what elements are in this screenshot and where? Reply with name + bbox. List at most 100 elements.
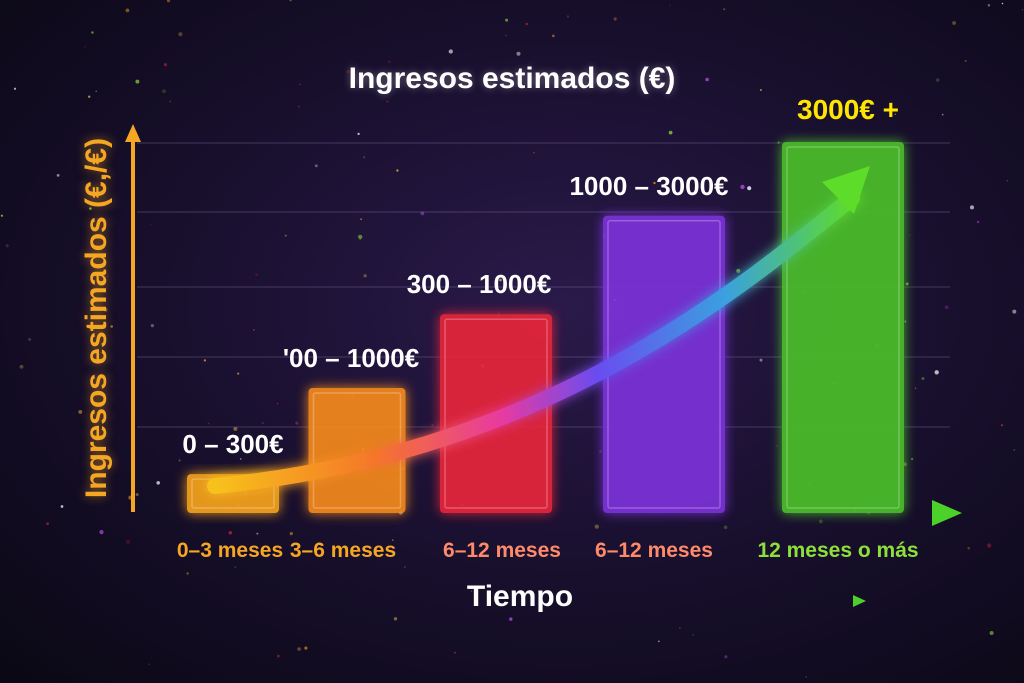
sparkle <box>149 224 152 226</box>
sparkle <box>776 445 778 447</box>
sparkle <box>396 169 399 172</box>
sparkle <box>106 275 109 278</box>
sparkle <box>46 522 49 526</box>
sparkle <box>228 531 233 535</box>
y-axis-arrowhead <box>125 124 141 142</box>
sparkle <box>56 174 60 177</box>
trend-arrowhead <box>822 166 870 214</box>
x-axis-arrowhead <box>932 500 962 526</box>
sparkle <box>91 31 94 34</box>
sparkle <box>987 543 992 548</box>
sparkle <box>944 305 949 310</box>
sparkle <box>668 130 673 135</box>
sparkle <box>135 492 139 497</box>
chart-title: Ingresos estimados (€) <box>348 62 676 95</box>
trend-arrow <box>207 190 860 494</box>
sparkle <box>289 531 293 536</box>
sparkle <box>162 89 166 94</box>
bar-highlight <box>444 318 548 509</box>
sparkle <box>533 151 535 154</box>
sparkle <box>277 654 280 658</box>
sparkle <box>505 18 509 22</box>
sparkle <box>60 505 64 508</box>
sparkle <box>941 113 944 116</box>
sparkle <box>28 338 31 341</box>
sparkle <box>509 617 513 621</box>
data-label-3: 300 – 1000€ <box>407 269 552 299</box>
sparkle <box>540 287 542 289</box>
bar-highlight <box>786 146 900 509</box>
sparkle <box>976 220 980 224</box>
sparkle <box>692 633 694 636</box>
sparkle <box>1021 9 1024 11</box>
sparkle <box>499 278 502 282</box>
sparkle <box>89 207 92 210</box>
sparkle <box>84 45 86 48</box>
sparkle <box>594 524 599 529</box>
sparkle <box>295 421 299 425</box>
x-tick-label-3: 6–12 meses <box>443 539 561 562</box>
sparkle <box>178 32 183 37</box>
sparkle <box>525 22 529 26</box>
sparkle <box>777 141 780 144</box>
sparkle <box>914 387 917 389</box>
sparkle <box>740 184 745 190</box>
sparkle <box>99 530 104 535</box>
x-tick-label-5: 12 meses o más <box>757 539 918 562</box>
sparkle <box>420 211 425 216</box>
x-tick-labels: 0–3 meses 3–6 meses 6–12 meses 6–12 meses 12… <box>177 539 919 562</box>
sparkle <box>125 8 130 13</box>
sparkle <box>427 76 431 81</box>
sparkle <box>253 329 255 331</box>
sparkle <box>504 34 507 37</box>
sparkle <box>934 370 939 375</box>
sparkle <box>135 79 140 84</box>
sparkle <box>203 359 206 362</box>
sparkle <box>969 205 975 210</box>
sparkle <box>298 105 300 108</box>
sparkle <box>256 532 259 535</box>
sparkle <box>207 422 210 425</box>
sparkle <box>964 59 967 63</box>
sparkle <box>448 49 453 54</box>
sparkle <box>239 458 242 460</box>
sparkle <box>679 626 681 629</box>
sparkle <box>705 77 709 82</box>
x-tick-label-2: 3–6 meses <box>290 539 396 562</box>
sparkle <box>747 186 752 191</box>
data-labels: 0 – 300€ '00 – 1000€ 300 – 1000€ 1000 – 300… <box>182 94 899 459</box>
sparkle <box>613 17 617 21</box>
sparkle <box>1012 309 1017 314</box>
sparkle <box>261 422 264 424</box>
sparkle <box>989 631 994 635</box>
sparkle <box>566 15 570 18</box>
sparkle <box>624 80 627 83</box>
sparkle <box>95 90 97 92</box>
sparkle <box>237 372 240 375</box>
sparkle <box>386 100 389 103</box>
sparkle <box>163 63 167 67</box>
sparkle <box>5 244 9 248</box>
sparkle <box>110 325 113 328</box>
sparkle <box>736 268 741 273</box>
sparkle <box>759 88 762 92</box>
sparkle <box>921 377 925 380</box>
data-label-4: 1000 – 3000€ <box>569 171 728 201</box>
sparkle <box>724 655 728 659</box>
sparkle <box>19 364 24 369</box>
sparkle <box>297 647 301 651</box>
sparkle <box>723 525 728 530</box>
data-label-1: 0 – 300€ <box>182 429 283 459</box>
sparkle <box>431 424 434 427</box>
sparkle <box>103 307 108 312</box>
sparkle <box>658 640 660 643</box>
sparkle <box>186 572 189 575</box>
sparkle <box>599 450 602 453</box>
x-tick-label-1: 0–3 meses <box>177 539 283 562</box>
sparkle <box>987 4 991 7</box>
sparkle <box>276 402 279 405</box>
bars <box>187 142 904 514</box>
sparkle <box>759 358 763 362</box>
sparkle <box>952 21 957 25</box>
